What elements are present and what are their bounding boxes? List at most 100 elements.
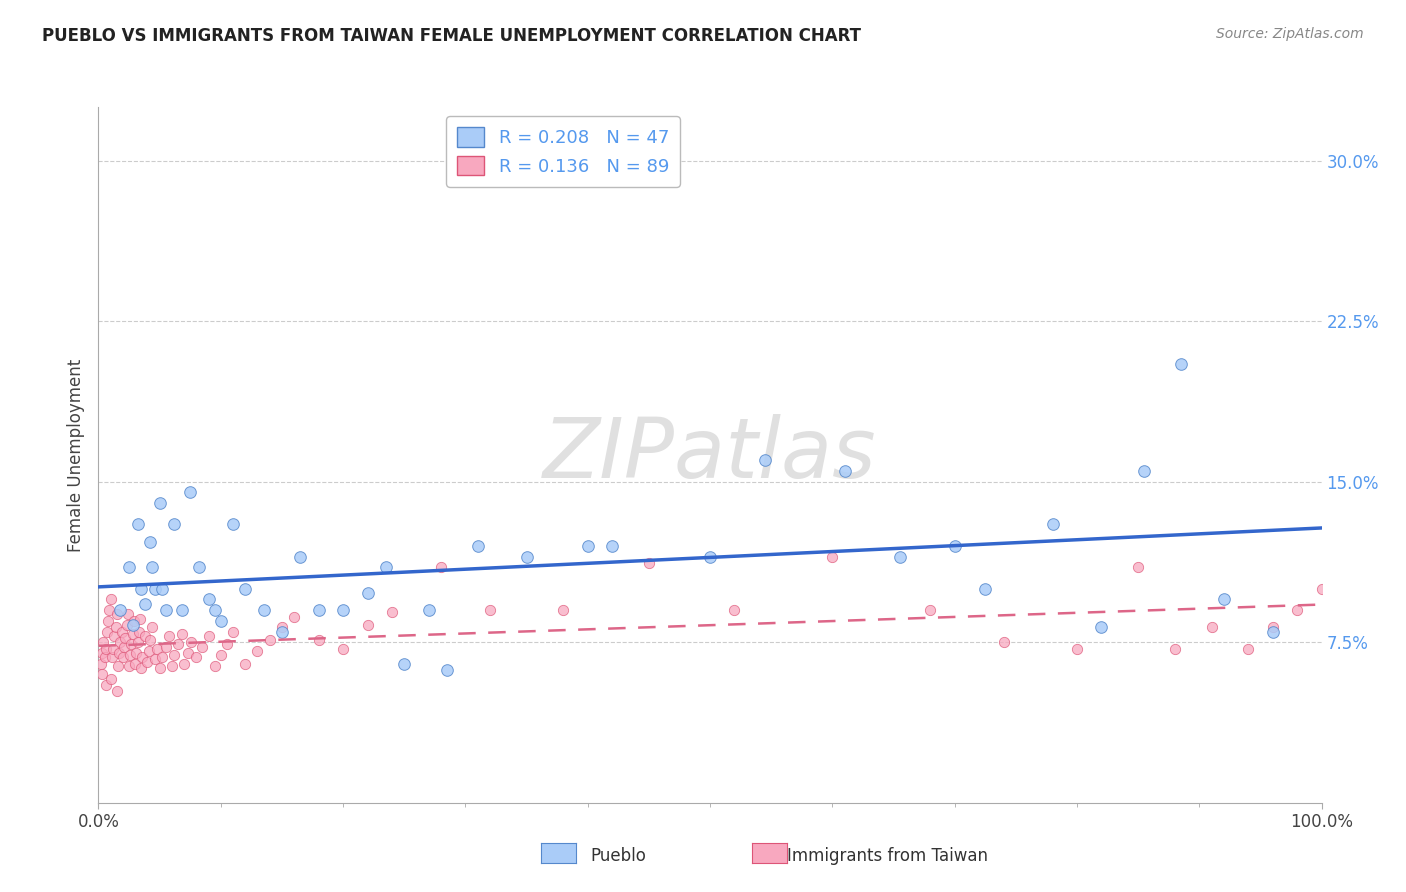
Point [163, 517, 186, 532]
Point [699, 549, 721, 564]
Point [127, 517, 149, 532]
Point [129, 612, 152, 626]
Point [252, 603, 274, 617]
Point [146, 641, 169, 656]
Point [332, 641, 354, 656]
Point [124, 657, 146, 671]
Point [1201, 620, 1223, 634]
Point [129, 582, 152, 596]
Point [170, 626, 193, 640]
Point [283, 609, 305, 624]
Point [155, 603, 177, 617]
Point [122, 614, 145, 628]
Point [1066, 641, 1088, 656]
Point [209, 648, 232, 662]
Point [118, 658, 141, 673]
Point [131, 650, 153, 665]
Point [149, 496, 172, 510]
Point [197, 592, 219, 607]
Point [993, 635, 1015, 649]
Point [111, 624, 134, 639]
Point [191, 640, 214, 654]
Point [118, 560, 141, 574]
Point [943, 539, 966, 553]
Point [1261, 624, 1284, 639]
Point [1237, 641, 1260, 656]
Point [215, 637, 238, 651]
Point [1261, 620, 1284, 634]
Point [111, 650, 134, 665]
Point [553, 603, 575, 617]
Point [186, 650, 208, 665]
Point [392, 657, 416, 671]
Point [381, 605, 404, 619]
Point [97, 614, 120, 628]
Point [821, 549, 844, 564]
Point [150, 650, 173, 665]
Point [101, 650, 124, 665]
Point [100, 672, 122, 686]
Point [110, 635, 132, 649]
Point [167, 637, 190, 651]
Point [187, 560, 209, 574]
Point [112, 640, 135, 654]
Point [94, 641, 117, 656]
Point [834, 464, 856, 478]
Point [180, 635, 202, 649]
Point [155, 640, 177, 654]
Point [121, 626, 143, 640]
Point [139, 534, 162, 549]
Point [204, 658, 226, 673]
Point [101, 641, 124, 656]
Point [94, 678, 117, 692]
Point [920, 603, 942, 617]
Point [160, 658, 183, 673]
Point [90, 657, 112, 671]
Point [179, 485, 201, 500]
Point [91, 667, 114, 681]
Text: PUEBLO VS IMMIGRANTS FROM TAIWAN FEMALE UNEMPLOYMENT CORRELATION CHART: PUEBLO VS IMMIGRANTS FROM TAIWAN FEMALE … [42, 27, 862, 45]
Point [93, 650, 115, 665]
Point [103, 629, 125, 643]
Y-axis label: Female Unemployment: Female Unemployment [66, 359, 84, 551]
Point [1090, 620, 1112, 634]
Point [143, 582, 166, 596]
Point [114, 631, 136, 645]
Point [128, 624, 150, 639]
Point [418, 603, 440, 617]
Point [100, 592, 122, 607]
Point [1310, 582, 1333, 596]
Point [1042, 517, 1064, 532]
Point [1164, 641, 1187, 656]
Point [120, 637, 142, 651]
Point [1212, 592, 1234, 607]
Point [576, 539, 599, 553]
Point [246, 644, 269, 658]
Point [108, 646, 131, 660]
Point [478, 603, 501, 617]
Point [96, 624, 118, 639]
Point [139, 633, 162, 648]
Point [107, 658, 129, 673]
Point [141, 620, 163, 634]
Point [233, 657, 256, 671]
Point [222, 624, 245, 639]
Point [157, 629, 180, 643]
Point [177, 646, 200, 660]
Point [637, 556, 661, 570]
Point [233, 582, 256, 596]
Point [138, 644, 160, 658]
Point [117, 607, 139, 622]
Point [127, 635, 149, 649]
Point [98, 603, 121, 617]
Point [467, 539, 489, 553]
Point [129, 661, 152, 675]
Point [332, 603, 354, 617]
Point [134, 597, 156, 611]
Point [889, 549, 911, 564]
Point [136, 655, 159, 669]
Point [259, 633, 281, 648]
Point [1286, 603, 1309, 617]
Point [110, 603, 132, 617]
Point [163, 648, 186, 662]
